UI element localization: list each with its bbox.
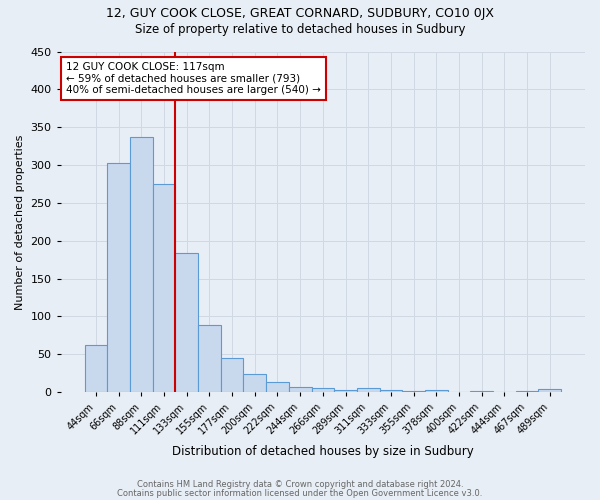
Text: 12 GUY COOK CLOSE: 117sqm
← 59% of detached houses are smaller (793)
40% of semi: 12 GUY COOK CLOSE: 117sqm ← 59% of detac… bbox=[66, 62, 321, 95]
Bar bbox=[198, 325, 221, 392]
Bar bbox=[107, 163, 130, 392]
Bar bbox=[538, 389, 561, 392]
Text: Contains public sector information licensed under the Open Government Licence v3: Contains public sector information licen… bbox=[118, 488, 482, 498]
Text: 12, GUY COOK CLOSE, GREAT CORNARD, SUDBURY, CO10 0JX: 12, GUY COOK CLOSE, GREAT CORNARD, SUDBU… bbox=[106, 8, 494, 20]
Bar bbox=[266, 382, 289, 392]
Bar bbox=[152, 184, 175, 392]
Bar bbox=[85, 345, 107, 392]
Bar bbox=[244, 374, 266, 392]
X-axis label: Distribution of detached houses by size in Sudbury: Distribution of detached houses by size … bbox=[172, 444, 474, 458]
Bar bbox=[221, 358, 244, 392]
Y-axis label: Number of detached properties: Number of detached properties bbox=[15, 134, 25, 310]
Bar bbox=[289, 387, 311, 392]
Bar bbox=[334, 390, 357, 392]
Bar bbox=[357, 388, 380, 392]
Text: Contains HM Land Registry data © Crown copyright and database right 2024.: Contains HM Land Registry data © Crown c… bbox=[137, 480, 463, 489]
Text: Size of property relative to detached houses in Sudbury: Size of property relative to detached ho… bbox=[135, 22, 465, 36]
Bar bbox=[380, 390, 402, 392]
Bar bbox=[130, 137, 152, 392]
Bar bbox=[402, 390, 425, 392]
Bar bbox=[175, 253, 198, 392]
Bar bbox=[311, 388, 334, 392]
Bar bbox=[425, 390, 448, 392]
